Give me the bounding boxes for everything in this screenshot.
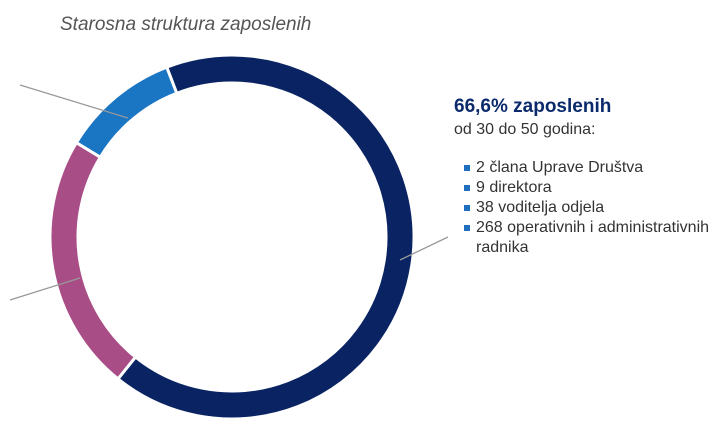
list-item: 268 operativnih i administrativnih radni… xyxy=(464,218,712,258)
chart-title: Starosna struktura zaposlenih xyxy=(60,14,312,35)
value-label: 66,6% xyxy=(454,96,508,117)
item-list: 2 člana Uprave Društva 9 direktora 38 vodi… xyxy=(454,158,709,258)
headline-text: zaposlenih xyxy=(513,96,612,117)
donut-segment xyxy=(74,65,179,160)
leader-line xyxy=(19,84,129,119)
leader-line xyxy=(9,277,81,301)
donut-segment xyxy=(48,140,138,382)
leader-line xyxy=(399,236,449,261)
donut-segment xyxy=(115,53,416,421)
headline: 66,6% zaposlenih xyxy=(454,96,709,118)
list-item: 2 člana Uprave Društva xyxy=(464,158,712,178)
list-item: 38 voditelja odjela xyxy=(464,198,712,218)
list-item: 9 direktora xyxy=(464,178,712,198)
annotation: 66,6% zaposlenih od 30 do 50 godina: 2 č… xyxy=(454,96,709,258)
subtitle: od 30 do 50 godina: xyxy=(454,121,596,138)
